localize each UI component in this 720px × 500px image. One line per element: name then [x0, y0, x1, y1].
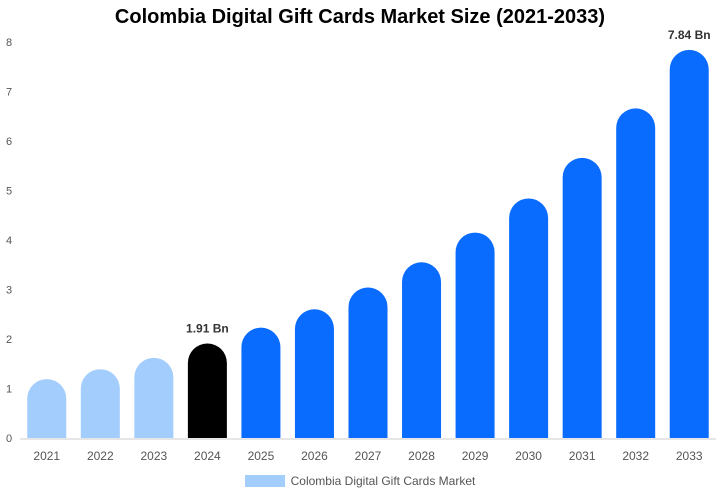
x-tick-label: 2030 — [515, 449, 542, 463]
y-tick-label: 1 — [6, 384, 12, 396]
y-tick-label: 0 — [6, 433, 12, 445]
bar-2022 — [80, 369, 120, 438]
y-tick-label: 3 — [6, 285, 12, 297]
x-tick-label: 2021 — [33, 449, 60, 463]
x-tick-label: 2022 — [87, 449, 114, 463]
legend-swatch — [244, 475, 285, 487]
x-tick-label: 2033 — [676, 449, 703, 463]
data-label-2033: 7.84 Bn — [668, 28, 711, 42]
x-tick-label: 2029 — [462, 449, 489, 463]
bar-2027 — [348, 287, 388, 438]
bar-2028 — [402, 262, 442, 438]
x-tick-label: 2028 — [408, 449, 435, 463]
legend-label: Colombia Digital Gift Cards Market — [290, 474, 476, 488]
x-tick-label: 2027 — [355, 449, 382, 463]
bars-group — [27, 49, 709, 439]
bar-2021 — [27, 379, 67, 438]
y-tick-label: 7 — [6, 87, 12, 99]
bar-2030 — [509, 198, 549, 438]
bar-2025 — [241, 327, 281, 438]
x-tick-label: 2025 — [248, 449, 275, 463]
x-tick-label: 2031 — [569, 449, 596, 463]
data-label-2024: 1.91 Bn — [186, 321, 229, 335]
y-tick-label: 4 — [6, 235, 12, 247]
bar-2031 — [562, 157, 602, 438]
bar-2032 — [616, 108, 656, 438]
x-tick-label: 2032 — [622, 449, 649, 463]
x-tick-label: 2026 — [301, 449, 328, 463]
x-tick-label: 2024 — [194, 449, 221, 463]
chart-title: Colombia Digital Gift Cards Market Size … — [114, 6, 606, 28]
legend: Colombia Digital Gift Cards Market — [0, 474, 720, 488]
y-tick-label: 5 — [6, 186, 12, 198]
bar-2023 — [134, 357, 174, 438]
bar-2024 — [187, 343, 227, 438]
y-axis: 0 1 2 3 4 5 6 7 8 — [6, 37, 716, 445]
y-tick-label: 8 — [6, 37, 12, 49]
bar-2026 — [294, 309, 334, 438]
x-axis: 2021 2022 2023 2024 2025 2026 2027 2028 2029 2030… — [33, 449, 702, 463]
data-labels: 1.91 Bn 7.84 Bn — [186, 28, 711, 336]
y-tick-label: 2 — [6, 334, 12, 346]
x-tick-label: 2023 — [140, 449, 167, 463]
bar-2033 — [669, 49, 709, 439]
y-tick-label: 6 — [6, 136, 12, 148]
bar-2029 — [455, 232, 495, 438]
